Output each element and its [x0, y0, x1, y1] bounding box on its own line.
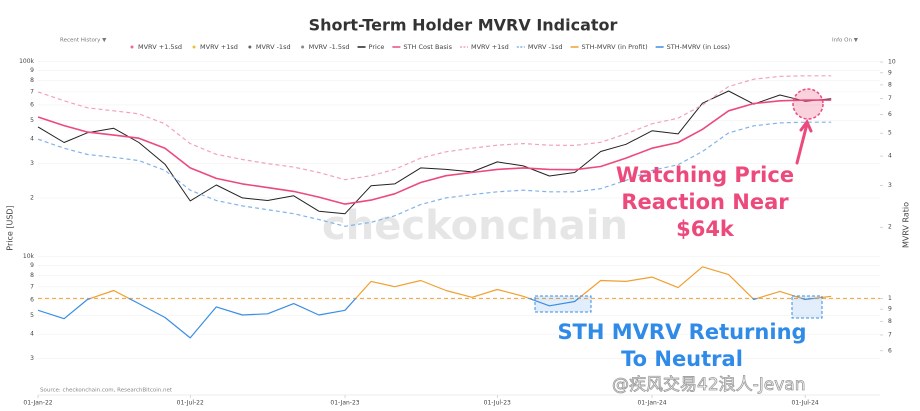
legend-label: Price	[369, 43, 385, 51]
y-tick-label: 9	[30, 262, 34, 269]
x-tick-label: 01-Jan-23	[330, 400, 359, 407]
legend-marker	[301, 45, 305, 49]
x-tick-label: 01-Jul-22	[177, 400, 204, 407]
legend-label: STH-MVRV (in Loss)	[667, 43, 730, 51]
x-tick-label: 01-Jul-24	[792, 400, 819, 407]
legend-label: MVRV -1sd	[528, 43, 563, 51]
y2-tick-label: 7	[888, 95, 892, 102]
annotation: Watching Price	[616, 163, 794, 187]
y-tick-label: 5	[30, 312, 34, 319]
y2-tick-label: 6	[888, 111, 892, 118]
legend-label: MVRV -1.5sd	[309, 43, 350, 51]
annotation: Reaction Near	[621, 190, 789, 214]
series-line	[37, 75, 832, 181]
annotation: To Neutral	[621, 347, 743, 371]
series-line	[88, 266, 832, 299]
y-tick-label: 7	[30, 88, 34, 95]
y2-tick-label: 2	[888, 224, 892, 231]
overlay-watermark: @疾风交易42浪人-Jevan	[612, 375, 806, 395]
legend-label: MVRV -1sd	[256, 43, 291, 51]
y-tick-label: 3	[30, 355, 34, 362]
x-tick-label: 01-Jan-24	[637, 400, 666, 407]
highlight-box	[791, 295, 823, 319]
y-tick-label: 2	[30, 194, 34, 201]
y-tick-label: 100k	[19, 58, 34, 65]
y-tick-label: 8	[30, 272, 34, 279]
legend-marker	[248, 45, 252, 49]
y2-axis-title: MVRV Ratio	[902, 202, 911, 248]
series-line	[37, 121, 832, 227]
chart-title: Short-Term Holder MVRV Indicator	[309, 16, 618, 35]
y-tick-label: 5	[30, 117, 34, 124]
annotation: $64k	[676, 217, 735, 241]
y-tick-label: 3	[30, 160, 34, 167]
y-tick-label: 6	[30, 101, 34, 108]
y-tick-label: 10k	[23, 253, 35, 260]
legend-marker	[130, 45, 134, 49]
y2-tick-label: 4	[888, 153, 892, 160]
y2-tick-label: 9	[888, 69, 892, 76]
legend-label: STH-MVRV (in Profit)	[582, 43, 648, 51]
series-line	[37, 99, 832, 205]
menu[interactable]: Info On ▼	[832, 38, 859, 44]
source: Source: checkonchain.com, ResearchBitcoi…	[40, 388, 173, 394]
y-tick-label: 6	[30, 296, 34, 303]
watermark: checkonchain	[322, 203, 628, 249]
y-tick-label: 9	[30, 67, 34, 74]
x-tick-label: 01-Jan-22	[23, 400, 52, 407]
series-line	[37, 90, 832, 215]
legend-label: STH Cost Basis	[403, 43, 452, 51]
y-tick-label: 4	[30, 136, 34, 143]
y2-tick-label: 3	[888, 182, 892, 189]
highlight-box	[534, 295, 592, 313]
y2-tick-label: 9	[888, 306, 892, 313]
y-tick-label: 7	[30, 283, 34, 290]
y2-tick-label: 10	[888, 59, 896, 66]
y2-tick-label: 7	[888, 331, 892, 338]
menu[interactable]: Recent History ▼	[60, 38, 107, 44]
x-tick-label: 01-Jul-23	[484, 400, 511, 407]
annotation: STH MVRV Returning	[557, 320, 806, 344]
legend-label: MVRV +1.5sd	[138, 43, 182, 51]
y2-tick-label: 8	[888, 318, 892, 325]
y2-tick-label: 6	[888, 347, 892, 354]
series-line	[38, 298, 819, 339]
y-axis-title: Price [USD]	[6, 205, 15, 250]
arrow	[795, 119, 813, 165]
legend-label: MVRV +1sd	[200, 43, 238, 51]
y2-tick-label: 1	[888, 295, 892, 302]
highlight-circle	[792, 88, 824, 120]
legend-label: MVRV +1sd	[471, 43, 509, 51]
y2-tick-label: 8	[888, 81, 892, 88]
legend-marker	[192, 45, 196, 49]
y2-tick-label: 5	[888, 130, 892, 137]
y-tick-label: 8	[30, 77, 34, 84]
y-tick-label: 4	[30, 331, 34, 338]
